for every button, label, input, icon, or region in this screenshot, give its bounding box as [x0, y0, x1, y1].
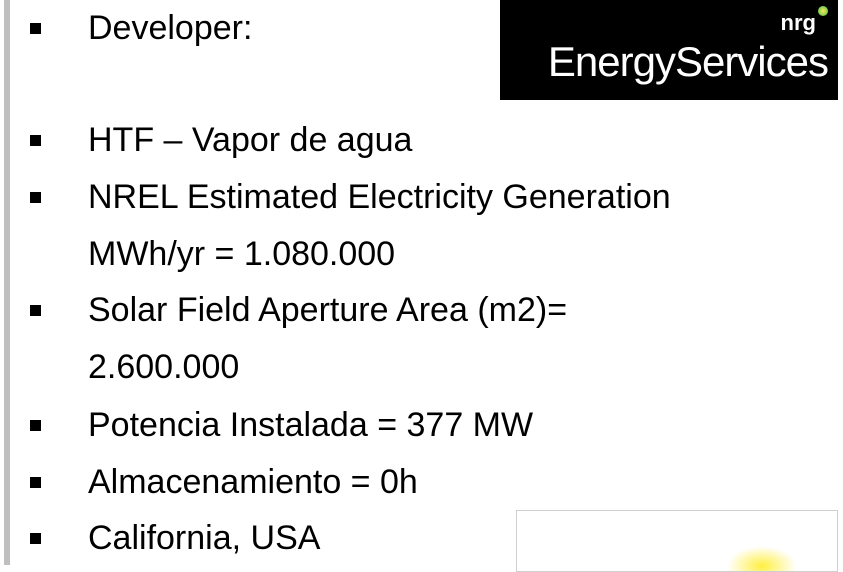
bullet-text: Solar Field Aperture Area (m2)=: [88, 291, 568, 329]
bullet-text: Developer:: [88, 9, 253, 47]
bullet-text: 2.600.000: [88, 348, 240, 386]
bullet-marker: [30, 135, 41, 146]
logo-star: [818, 6, 828, 16]
bullet-text: MWh/yr = 1.080.000: [88, 235, 396, 273]
logo-name: EnergyServices: [547, 38, 829, 85]
bullet-text: HTF – Vapor de agua: [88, 121, 413, 159]
bullet-marker: [30, 533, 41, 544]
bullet-marker: [30, 420, 41, 431]
logo-brand: nrg: [780, 10, 816, 35]
sun-glow: [727, 546, 797, 571]
bullet-text: Potencia Instalada = 377 MW: [88, 406, 534, 444]
bullet-marker: [30, 23, 41, 34]
side-rule: [4, 0, 10, 565]
logo: nrg EnergyServices: [500, 0, 838, 100]
bullet-marker: [30, 192, 41, 203]
bullet-marker: [30, 477, 41, 488]
bullet-text: Almacenamiento = 0h: [88, 463, 418, 501]
bullet-text: California, USA: [88, 519, 321, 557]
bullet-text: NREL Estimated Electricity Generation: [88, 178, 671, 216]
bullet-marker: [30, 305, 41, 316]
photo: [516, 510, 838, 572]
